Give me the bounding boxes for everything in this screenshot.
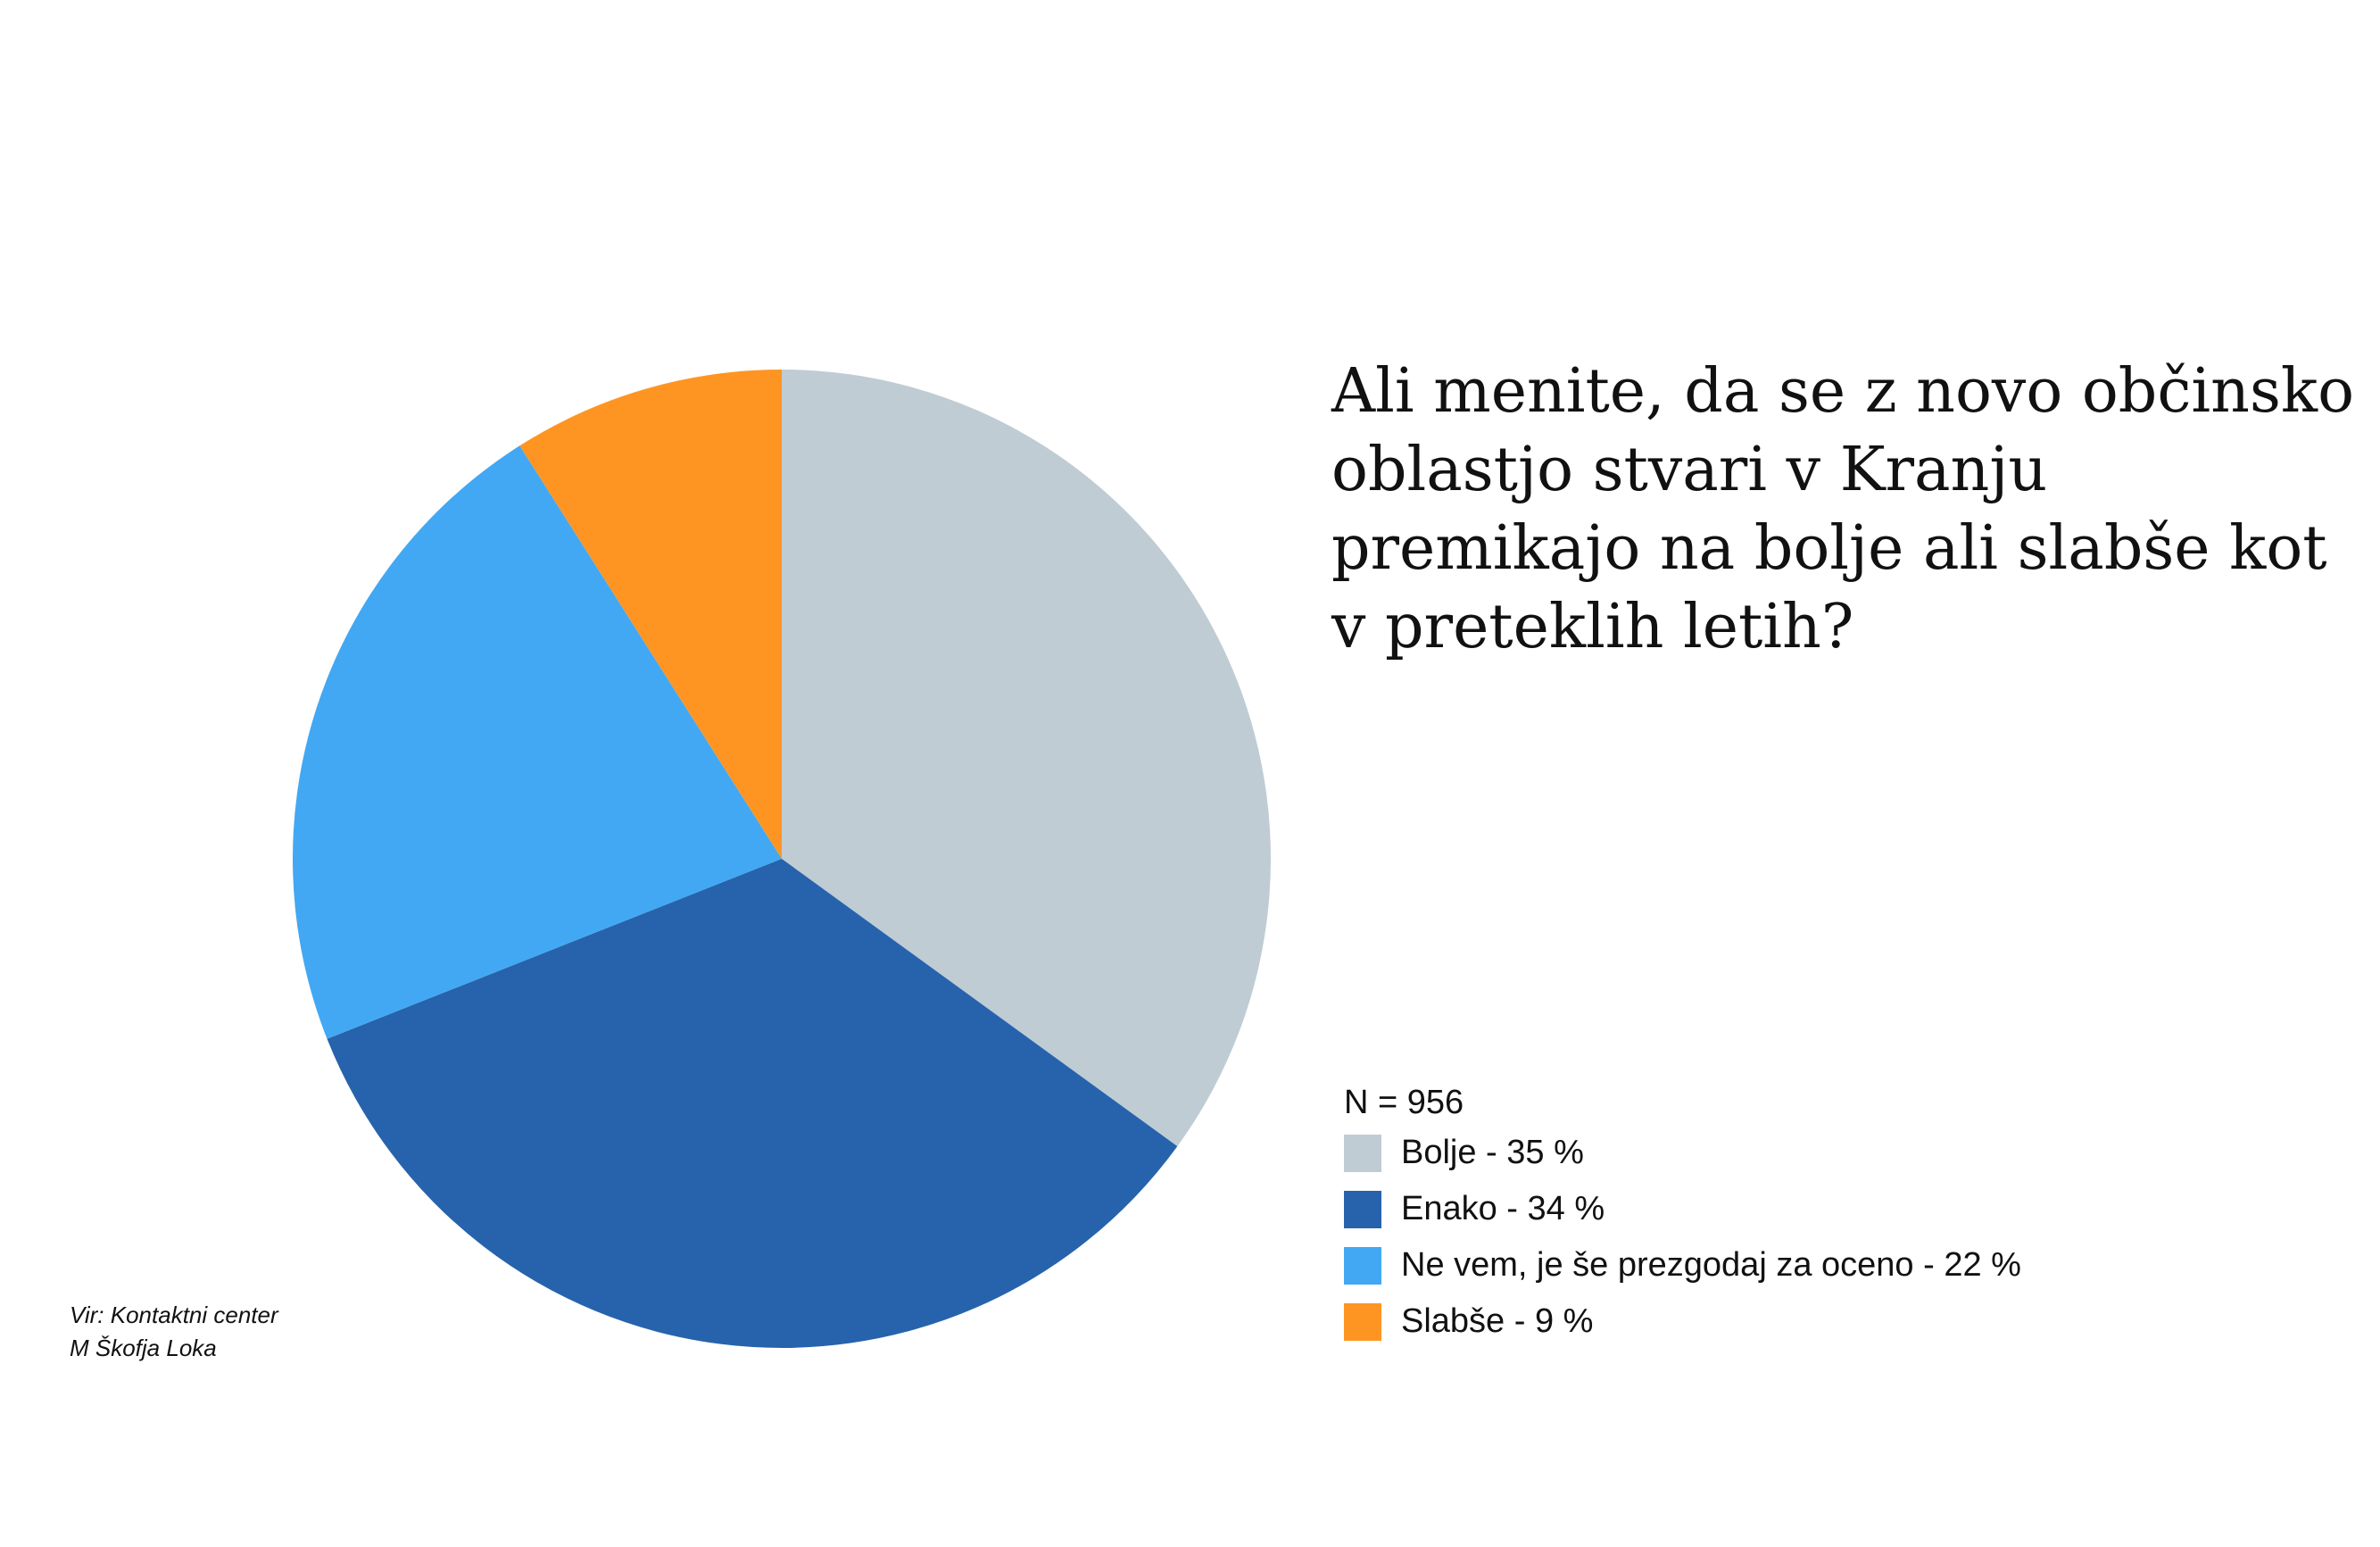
legend-label-bolje: Bolje - 35 % [1401,1134,1584,1171]
legend-swatch-enako [1344,1190,1381,1228]
pie-slice-enako [327,859,1178,1349]
legend-swatch-ne-vem [1344,1246,1381,1285]
sample-size-label: N = 956 [1344,1084,1464,1121]
legend-swatch-slabse [1344,1302,1381,1341]
source-note: Vir: Kontaktni center M Škofja Loka [70,1299,278,1365]
legend-item-slabse: Slabše - 9 % [1344,1293,2021,1350]
pie-slice-ne-vem [292,445,782,1039]
legend-label-enako: Enako - 34 % [1401,1190,1605,1227]
pie-slices [292,370,1271,1349]
legend-label-slabse: Slabše - 9 % [1401,1302,1594,1340]
legend-item-enako: Enako - 34 % [1344,1181,2021,1237]
legend-label-ne-vem: Ne vem, je še prezgodaj za oceno - 22 % [1401,1246,2021,1284]
source-line-1: Vir: Kontaktni center [70,1302,278,1328]
chart-title: Ali menite, da se z novo občinsko oblast… [1331,356,2355,662]
legend: N = 956 Bolje - 35 % Enako - 34 % Ne vem… [1344,1080,2021,1350]
legend-swatch-bolje [1344,1134,1381,1172]
source-line-2: M Škofja Loka [70,1335,217,1361]
pie-slice-bolje [782,370,1271,1147]
pie-slice-slabse [519,370,782,859]
legend-item-ne-vem: Ne vem, je še prezgodaj za oceno - 22 % [1344,1237,2021,1293]
legend-item-bolje: Bolje - 35 % [1344,1125,2021,1181]
